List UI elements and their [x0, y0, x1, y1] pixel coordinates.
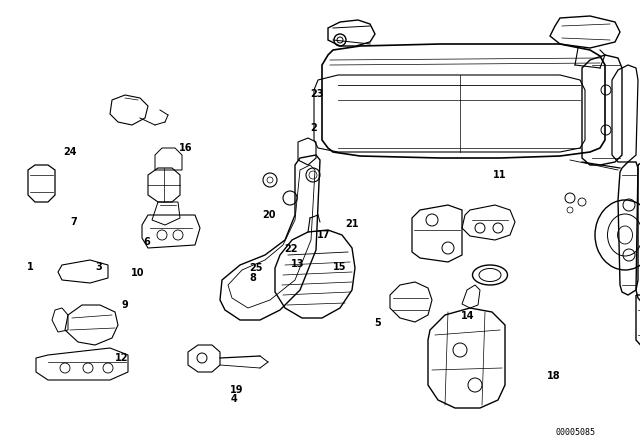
Text: 10: 10	[131, 268, 145, 278]
Text: 14: 14	[460, 311, 474, 321]
Text: 17: 17	[316, 230, 330, 240]
Text: 19: 19	[230, 385, 244, 395]
Text: 24: 24	[63, 147, 77, 157]
Text: 8: 8	[250, 273, 256, 283]
Text: 15: 15	[332, 262, 346, 271]
Text: 25: 25	[249, 263, 263, 273]
Text: 6: 6	[144, 237, 150, 247]
Text: 2: 2	[310, 123, 317, 133]
Text: 00005085: 00005085	[555, 427, 595, 436]
Text: 11: 11	[492, 170, 506, 180]
Text: 13: 13	[291, 259, 305, 269]
Text: 18: 18	[547, 371, 561, 381]
Text: 23: 23	[310, 89, 324, 99]
Text: 16: 16	[179, 143, 193, 153]
Text: 5: 5	[374, 318, 381, 327]
Text: 7: 7	[70, 217, 77, 227]
Text: 20: 20	[262, 210, 276, 220]
Text: 21: 21	[345, 219, 359, 229]
Text: 9: 9	[122, 300, 128, 310]
Text: 22: 22	[284, 244, 298, 254]
Text: 4: 4	[230, 394, 237, 404]
Text: 1: 1	[28, 262, 34, 271]
Text: 12: 12	[115, 353, 129, 363]
Text: 3: 3	[96, 262, 102, 271]
